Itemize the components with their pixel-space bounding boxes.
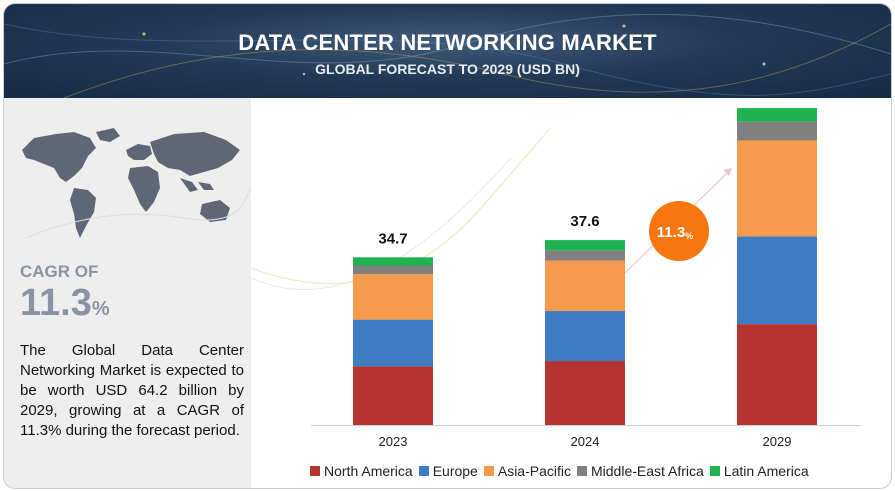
- cagr-unit: %: [91, 298, 110, 320]
- legend-item-middle-east-africa: Middle-East Africa: [577, 463, 704, 479]
- bar-2029-asia-pacific: [737, 140, 817, 237]
- total-label-2024: 37.6: [570, 213, 599, 230]
- cagr-number: 11.3: [20, 282, 92, 324]
- legend-item-europe: Europe: [418, 463, 478, 479]
- market-description: The Global Data Center Networking Market…: [20, 342, 244, 439]
- growth-arrow-head: [723, 168, 732, 176]
- decorative-swoosh: [251, 127, 552, 285]
- legend-item-north-america: North America: [310, 463, 413, 479]
- legend-label: Middle-East Africa: [591, 463, 704, 479]
- x-tick-label-2029: 2029: [763, 434, 792, 449]
- page-title: DATA CENTER NETWORKING MARKET: [238, 30, 657, 55]
- bar-2024-latin-america: [545, 240, 625, 251]
- bar-2029-north-america: [737, 324, 817, 425]
- bar-2024-asia-pacific: [545, 260, 625, 312]
- total-label-2023: 34.7: [378, 230, 407, 247]
- cagr-value: 11.3%: [20, 282, 110, 325]
- x-tick-label-2023: 2023: [379, 434, 408, 449]
- header-banner: DATA CENTER NETWORKING MARKET GLOBAL FOR…: [4, 4, 891, 98]
- infographic-frame: DATA CENTER NETWORKING MARKET GLOBAL FOR…: [3, 3, 892, 489]
- page-subtitle: GLOBAL FORECAST TO 2029 (USD BN): [315, 61, 580, 77]
- bar-2029-europe: [737, 236, 817, 325]
- bar-2029-latin-america: [737, 108, 817, 122]
- summary-panel: CAGR OF 11.3% The Global Data Center Net…: [4, 98, 251, 488]
- bar-2023-europe: [353, 319, 433, 367]
- legend-item-asia-pacific: Asia-Pacific: [483, 463, 571, 479]
- bar-2029-middle-east-africa: [737, 121, 817, 141]
- cagr-bubble-unit: %: [685, 231, 693, 241]
- legend-label: Latin America: [723, 463, 809, 479]
- legend-label: Asia-Pacific: [497, 463, 571, 479]
- header-light-streaks: [4, 13, 891, 98]
- cagr-bubble-text: 11.3%: [657, 224, 693, 241]
- legend-swatch: [310, 466, 320, 476]
- legend-swatch: [418, 466, 429, 476]
- legend-swatch: [577, 466, 587, 476]
- cagr-bubble-value: 11.3: [657, 224, 685, 241]
- bar-2023-middle-east-africa: [353, 265, 433, 275]
- x-tick-label-2024: 2024: [571, 434, 600, 449]
- bar-2023-north-america: [353, 366, 433, 425]
- bar-2023-asia-pacific: [353, 274, 433, 320]
- legend-label: North America: [324, 463, 413, 479]
- chart-legend: North America Europe Asia-Pacific Middle-Ea…: [310, 463, 815, 479]
- bar-2023-latin-america: [353, 257, 433, 266]
- cagr-label: CAGR OF: [20, 262, 99, 281]
- legend-swatch: [483, 466, 494, 476]
- cagr-bubble-circle: [649, 201, 709, 261]
- world-map-icon: [22, 128, 251, 238]
- bar-2024-middle-east-africa: [545, 250, 625, 261]
- bars-group: [311, 108, 861, 426]
- cagr-bubble: 11.3%: [649, 201, 709, 261]
- legend-item-latin-america: Latin America: [709, 463, 809, 479]
- bar-2024-europe: [545, 311, 625, 362]
- legend-swatch: [709, 466, 720, 476]
- bar-2024-north-america: [545, 361, 625, 425]
- legend-label: Europe: [432, 463, 478, 479]
